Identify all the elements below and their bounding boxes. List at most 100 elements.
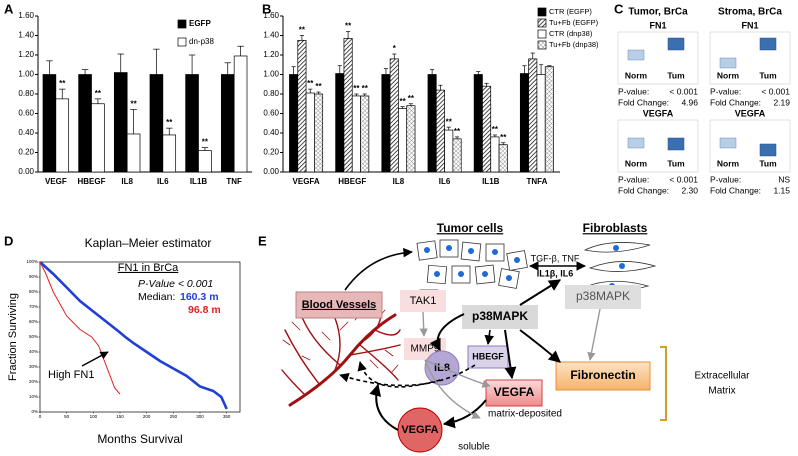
node-label: VEGFA <box>401 424 438 436</box>
bar <box>198 150 212 173</box>
stat-value: 1.15 <box>773 185 790 195</box>
node-label: MMP9 <box>411 344 440 355</box>
significance-label: * <box>393 44 397 53</box>
x-tick-label: IL1B <box>482 177 500 186</box>
x-tick-label: IL1B <box>190 177 208 186</box>
bar <box>519 73 529 173</box>
annotation-arrow <box>81 351 109 367</box>
diagram: Tumor cells Fibroblasts TGF-β, TNF IL1β,… <box>281 221 750 453</box>
x-axis-title: Months Survival <box>97 432 182 446</box>
group-label: Norm <box>625 70 648 80</box>
bar <box>482 85 492 173</box>
node-label: p38MAPK <box>576 289 630 303</box>
gene-label: FN1 <box>649 20 666 30</box>
legend-label: CTR (EGFP) <box>549 7 592 16</box>
column-title: Stroma, BrCa <box>718 7 782 18</box>
bar <box>289 74 299 173</box>
node-label: VEGFA <box>494 385 535 399</box>
significance-label: ** <box>353 84 360 93</box>
bar <box>343 38 353 173</box>
y-tick-label: 100% <box>26 259 38 264</box>
y-tick-label: 0.40 <box>18 128 34 137</box>
node-label: Matrix <box>708 386 735 397</box>
x-tick-label: IL6 <box>157 177 169 186</box>
x-tick-label: IL8 <box>393 177 405 186</box>
node-label: Fibroblasts <box>583 221 648 235</box>
bar <box>528 58 538 173</box>
x-tick-label: HBEGF <box>78 177 106 186</box>
y-tick-label: 1.00 <box>18 70 34 79</box>
x-tick-label: 0 <box>39 414 42 419</box>
y-tick-label: 40% <box>29 349 38 354</box>
y-tick-label: 0.40 <box>263 128 279 137</box>
x-tick-label: 350 <box>223 414 231 419</box>
bar <box>113 72 128 173</box>
y-tick-label: 60% <box>29 319 38 324</box>
panel-label: E <box>258 233 267 248</box>
bar <box>498 144 508 173</box>
bar <box>473 74 483 173</box>
significance-label: ** <box>95 89 102 98</box>
node-box <box>555 361 651 391</box>
node-box <box>565 285 641 309</box>
stat-value: < 0.001 <box>669 86 698 96</box>
stat-value: 4.96 <box>681 97 698 107</box>
y-tick-label: 1.40 <box>263 31 279 40</box>
significance-label: ** <box>408 94 415 103</box>
annotation: P-Value < 0.001 <box>138 278 213 290</box>
stat-label: P-value: <box>618 174 649 184</box>
x-tick-label: 50 <box>64 414 70 419</box>
gene-label: VEGFA <box>735 108 766 118</box>
box <box>627 137 645 149</box>
y-axis-title: Fraction Surviving <box>7 293 19 381</box>
significance-label: ** <box>315 82 322 91</box>
x-tick-label: TNF <box>226 177 242 186</box>
x-tick-label: 300 <box>196 414 204 419</box>
group-label: Tum <box>667 158 685 168</box>
legend-label: dn-p38 <box>189 37 214 46</box>
group-label: Norm <box>717 70 740 80</box>
bar <box>444 129 454 173</box>
column-title: Tumor, BrCa <box>628 7 688 18</box>
x-tick-label: 250 <box>170 414 178 419</box>
bar <box>490 136 500 173</box>
legend-swatch <box>537 18 547 28</box>
cytokine-label: TGF-β, TNF <box>531 253 580 263</box>
stat-label: P-value: <box>618 86 649 96</box>
legend-swatch <box>537 40 547 50</box>
y-tick-label: 10% <box>29 394 38 399</box>
bar <box>55 98 70 173</box>
bar <box>398 108 408 173</box>
legend-swatch <box>177 19 187 29</box>
box <box>719 57 737 69</box>
y-tick-label: 1.40 <box>18 31 34 40</box>
bar <box>389 58 399 173</box>
bar <box>233 55 248 173</box>
box <box>759 143 777 157</box>
panel-label: B <box>262 1 271 16</box>
bar <box>305 92 315 173</box>
node-box <box>462 305 538 329</box>
x-tick-label: VEGFA <box>293 177 320 186</box>
bar <box>351 95 361 173</box>
group-label: Tum <box>759 70 777 80</box>
bar <box>544 66 554 173</box>
stat-value: 2.30 <box>681 185 698 195</box>
bar <box>185 74 199 173</box>
survival-curve <box>39 261 121 395</box>
bar <box>220 74 235 173</box>
node-label: soluble <box>458 442 490 453</box>
y-tick-label: 0.00 <box>18 167 34 176</box>
significance-label: ** <box>492 125 499 134</box>
bar <box>381 74 391 173</box>
x-tick-label: 100 <box>90 414 98 419</box>
bar <box>335 73 345 173</box>
box <box>759 37 777 51</box>
y-tick-label: 1.00 <box>263 70 279 79</box>
y-tick-label: 0% <box>31 409 38 414</box>
x-tick-label: IL6 <box>439 177 451 186</box>
significance-label: ** <box>307 79 314 88</box>
bar <box>314 93 324 173</box>
stat-label: Fold Change: <box>710 185 761 195</box>
